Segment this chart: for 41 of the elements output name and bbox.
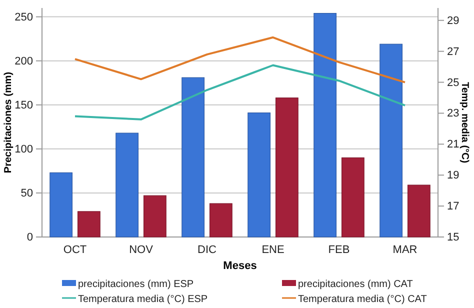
bar <box>77 211 100 238</box>
x-tick-label: DIC <box>198 244 217 256</box>
x-tick-label: MAR <box>392 244 418 256</box>
y-tick-label: 0 <box>26 232 33 244</box>
bar <box>380 44 403 238</box>
y-axis-title: Precipitaciones (mm) <box>3 72 14 174</box>
bar <box>209 203 232 238</box>
bar <box>50 172 73 238</box>
legend-label: precipitaciones (mm) CAT <box>298 279 413 290</box>
x-tick-label: NOV <box>129 244 154 256</box>
x-tick-label: ENE <box>262 244 284 256</box>
y2-tick-label: 15 <box>447 232 460 244</box>
y2-tick-label: 19 <box>447 170 460 182</box>
bar <box>182 77 205 238</box>
x-tick-label: FEB <box>328 244 350 256</box>
y2-tick-label: 17 <box>447 200 460 213</box>
y2-tick-label: 27 <box>447 46 460 58</box>
y-tick-label: 150 <box>14 99 33 112</box>
bar <box>314 12 337 238</box>
y2-tick-label: 29 <box>447 14 460 27</box>
bar <box>248 112 271 238</box>
y-tick-label: 100 <box>14 143 33 156</box>
line-series <box>74 36 406 84</box>
line-series <box>74 64 406 120</box>
y-tick-label: 50 <box>20 187 33 200</box>
bar <box>143 195 166 238</box>
bar <box>116 132 139 238</box>
y-tick-label: 200 <box>14 55 33 68</box>
bar <box>275 98 298 238</box>
x-tick-label: OCT <box>63 244 87 256</box>
x-axis-title: Meses <box>223 260 257 272</box>
y-tick-label: 250 <box>14 11 33 24</box>
y2-tick-label: 23 <box>447 108 460 120</box>
bar <box>341 157 364 238</box>
legend-label: Temperatura media (°C) CAT <box>298 294 427 305</box>
y2-tick-label: 25 <box>447 76 460 89</box>
y2-tick-label: 21 <box>447 138 460 151</box>
y2-axis-title: Temp. media (°C) <box>459 82 470 164</box>
legend-label: precipitaciones (mm) ESP <box>78 279 194 290</box>
bar <box>407 184 430 238</box>
legend-label: Temperatura media (°C) ESP <box>78 294 208 305</box>
